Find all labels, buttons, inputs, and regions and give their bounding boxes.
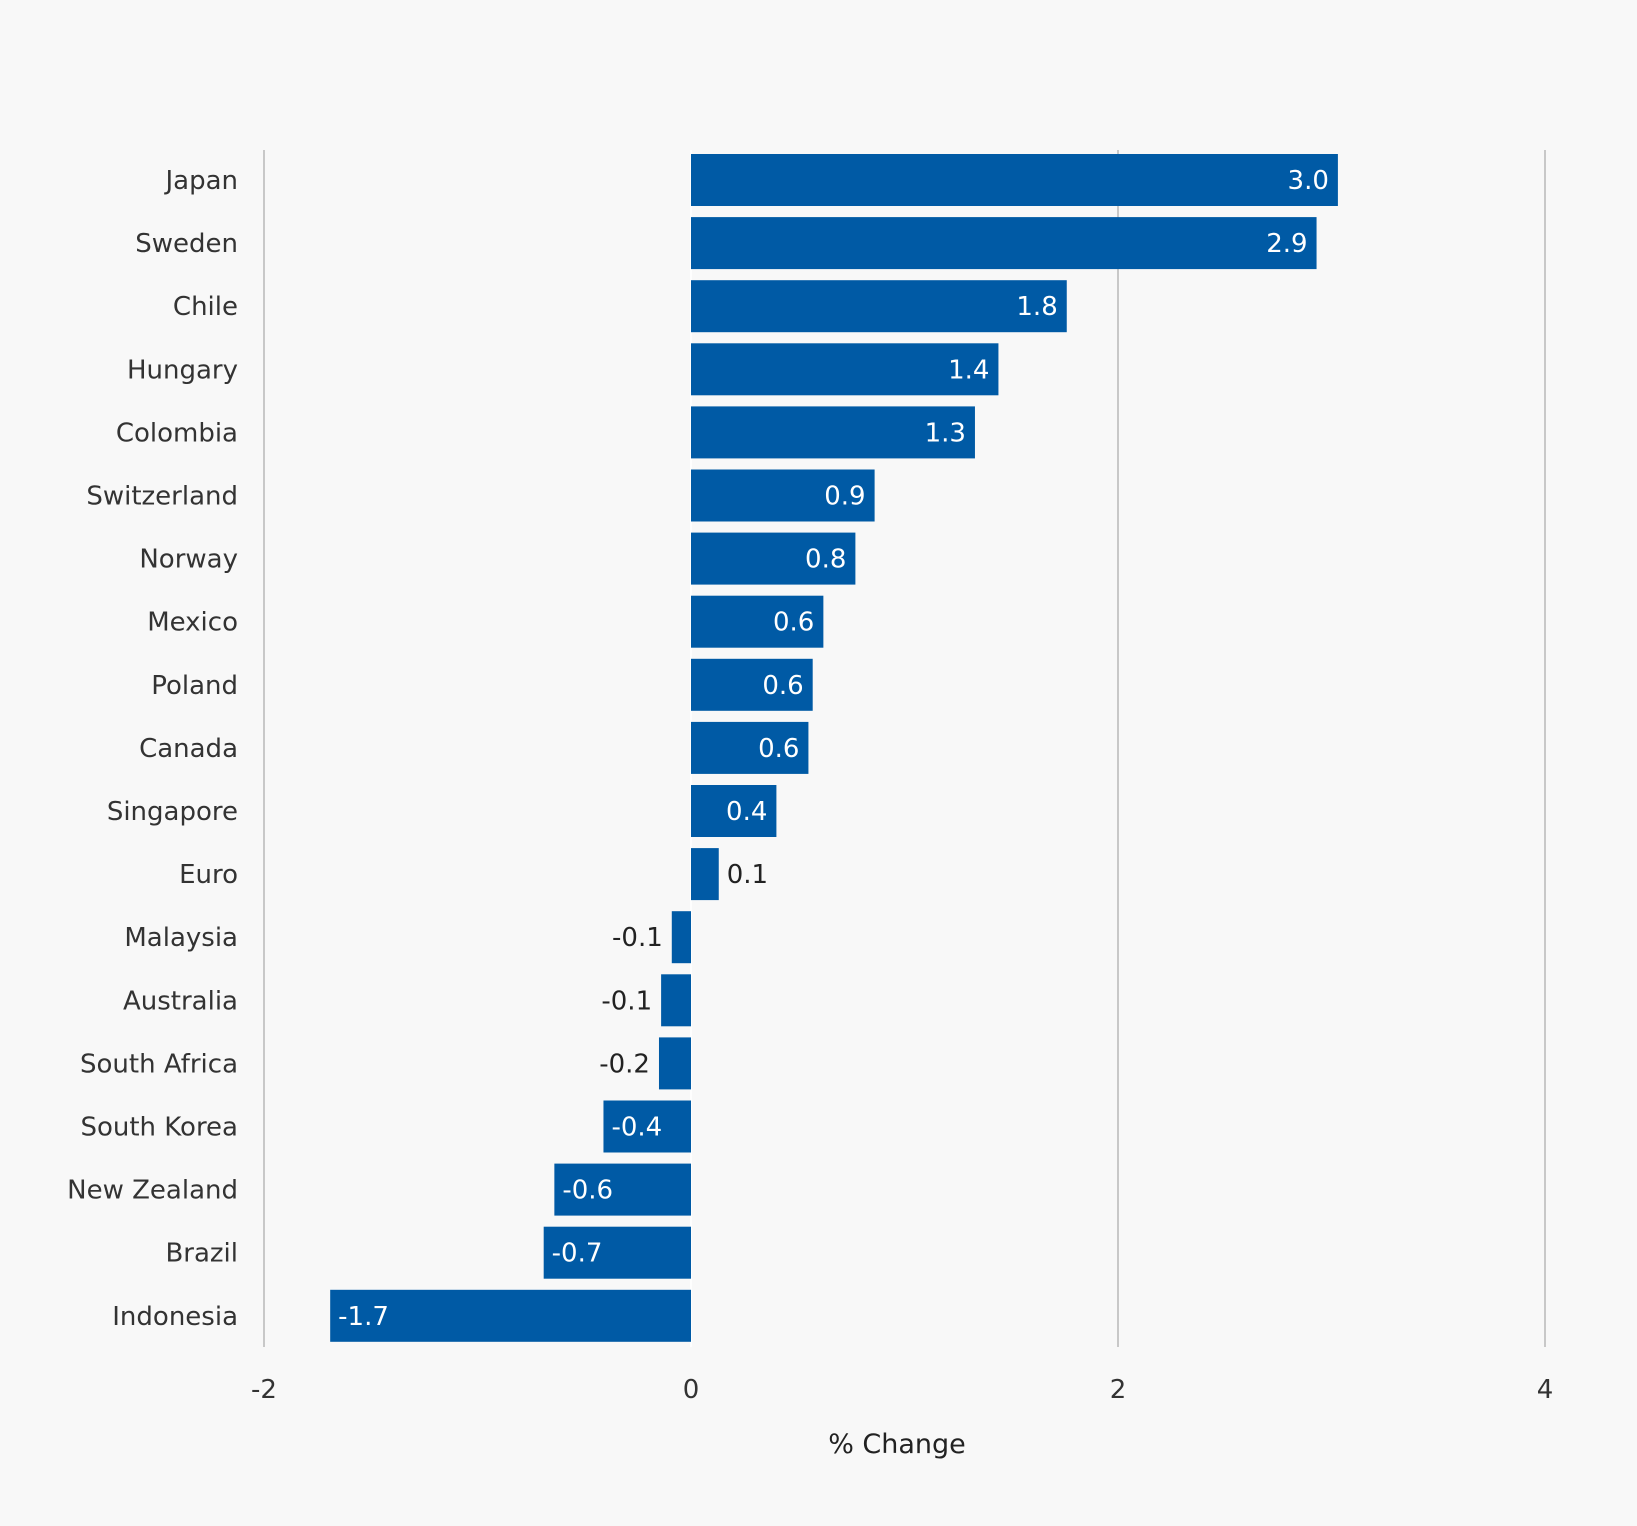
x-tick-label: -2 — [251, 1375, 277, 1405]
bar — [658, 1037, 691, 1090]
bars — [330, 154, 1338, 1342]
bar — [543, 1226, 691, 1279]
category-labels: Japan Sweden Chile Hungary Colombia Switzerla… — [67, 166, 238, 1332]
category-label: South Korea — [80, 1113, 238, 1143]
category-label: Norway — [139, 545, 238, 575]
bar — [330, 1289, 691, 1342]
data-label: -0.2 — [599, 1049, 650, 1079]
category-label: Singapore — [107, 797, 238, 827]
category-label: South Africa — [80, 1049, 238, 1079]
data-label: 0.8 — [805, 545, 846, 575]
data-label: -0.4 — [611, 1113, 662, 1143]
category-label: Hungary — [127, 355, 238, 385]
bar — [691, 469, 875, 522]
bar — [671, 911, 691, 964]
category-label: Canada — [139, 734, 238, 764]
bar — [691, 406, 975, 459]
category-label: Chile — [173, 292, 238, 322]
data-label: 3.0 — [1288, 166, 1329, 196]
data-label: 0.1 — [727, 860, 768, 890]
category-label: Japan — [163, 166, 238, 196]
data-label: 2.9 — [1266, 229, 1307, 259]
x-tick-labels: -2 0 2 4 — [251, 1375, 1553, 1405]
data-label: 0.9 — [824, 482, 865, 512]
category-label: Colombia — [116, 418, 238, 448]
data-label: 0.6 — [762, 671, 803, 701]
data-label: -0.7 — [552, 1239, 603, 1269]
data-label: 1.8 — [1016, 292, 1057, 322]
category-label: Switzerland — [86, 482, 238, 512]
bar — [661, 974, 691, 1027]
x-tick-label: 2 — [1110, 1375, 1127, 1405]
data-label: -0.1 — [612, 923, 663, 953]
data-label: 0.6 — [773, 608, 814, 638]
data-label: 0.4 — [726, 797, 767, 827]
bar — [691, 595, 824, 648]
bar — [691, 343, 999, 396]
bar — [603, 1100, 691, 1153]
category-label: Poland — [151, 671, 238, 701]
bar — [554, 1163, 691, 1216]
category-label: Sweden — [135, 229, 238, 259]
data-label: 0.6 — [758, 734, 799, 764]
category-label: New Zealand — [67, 1176, 238, 1206]
data-label: 1.4 — [948, 355, 989, 385]
bar — [691, 721, 809, 774]
bar — [691, 532, 856, 585]
bar — [691, 217, 1317, 270]
x-tick-label: 0 — [683, 1375, 700, 1405]
category-label: Australia — [123, 986, 238, 1016]
category-label: Indonesia — [112, 1302, 238, 1332]
x-tick-label: 4 — [1537, 1375, 1554, 1405]
data-label: 1.3 — [925, 418, 966, 448]
data-label: -0.6 — [562, 1176, 613, 1206]
category-label: Brazil — [165, 1239, 238, 1269]
x-axis-title: % Change — [828, 1429, 966, 1460]
category-label: Euro — [179, 860, 238, 890]
bar — [691, 848, 719, 901]
category-label: Malaysia — [124, 923, 238, 953]
category-label: Mexico — [147, 608, 238, 638]
bar — [691, 154, 1338, 206]
bar — [691, 658, 813, 711]
data-labels: 3.0 2.9 1.8 1.4 1.3 0.9 0.8 0.6 0.6 0.6 0.4 0.1 -0.1… — [338, 166, 1329, 1332]
bar — [691, 280, 1067, 333]
data-label: -0.1 — [601, 986, 652, 1016]
data-label: -1.7 — [338, 1302, 389, 1332]
bar — [691, 785, 777, 837]
